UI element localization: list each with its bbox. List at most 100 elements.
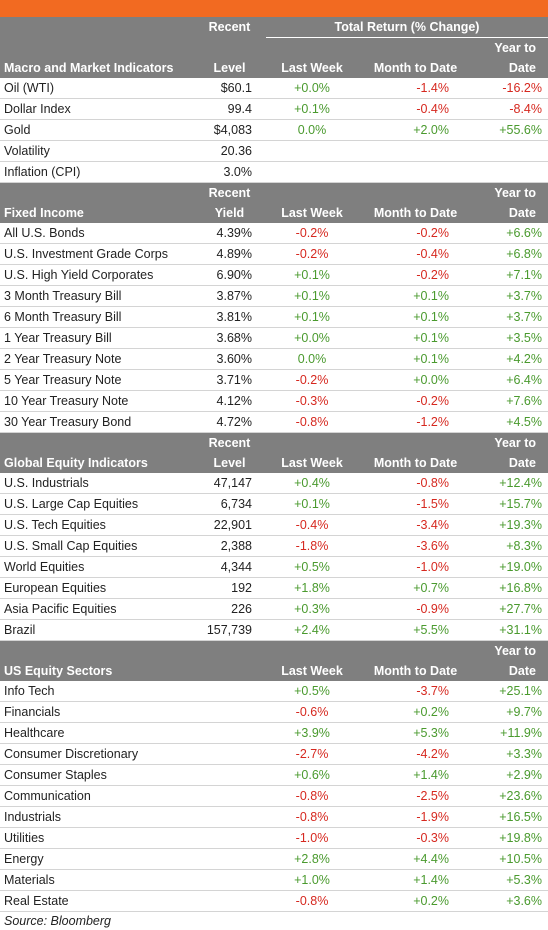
month-to-date-header: Month to Date xyxy=(358,203,473,223)
row-label: U.S. Small Cap Equities xyxy=(0,535,193,557)
row-last-week: -0.8% xyxy=(266,785,358,807)
row-last-week: -0.2% xyxy=(266,223,358,244)
row-level: 3.81% xyxy=(193,306,266,328)
row-month-to-date: -1.2% xyxy=(358,411,473,433)
row-level xyxy=(193,848,266,870)
row-month-to-date: +0.1% xyxy=(358,306,473,328)
section-header-row-2: Fixed Income Yield Last Week Month to Date D… xyxy=(0,203,548,223)
row-last-week: +0.1% xyxy=(266,306,358,328)
table-row: Dollar Index 99.4 +0.1% -0.4% -8.4% xyxy=(0,98,548,120)
table-row: Asia Pacific Equities 226 +0.3% -0.9% +27.7% xyxy=(0,598,548,620)
row-label: All U.S. Bonds xyxy=(0,223,193,244)
table-row: Utilities -1.0% -0.3% +19.8% xyxy=(0,827,548,849)
row-year-to-date: +15.7% xyxy=(473,493,548,515)
row-last-week: -0.6% xyxy=(266,701,358,723)
row-last-week: -0.2% xyxy=(266,243,358,265)
table-row: 1 Year Treasury Bill 3.68% +0.0% +0.1% +3.5% xyxy=(0,327,548,349)
row-last-week: 0.0% xyxy=(266,119,358,141)
header-spacer xyxy=(358,640,473,661)
row-month-to-date: +1.4% xyxy=(358,869,473,891)
row-level: 99.4 xyxy=(193,98,266,120)
row-year-to-date: +16.8% xyxy=(473,577,548,599)
row-level xyxy=(193,701,266,723)
header-spacer xyxy=(266,432,358,453)
row-level: 3.71% xyxy=(193,369,266,391)
row-year-to-date: +23.6% xyxy=(473,785,548,807)
table-row: U.S. Small Cap Equities 2,388 -1.8% -3.6% +8… xyxy=(0,535,548,557)
row-year-to-date: +9.7% xyxy=(473,701,548,723)
table-row: Consumer Staples +0.6% +1.4% +2.9% xyxy=(0,764,548,786)
section-header-row-2: Macro and Market Indicators Level Last Wee… xyxy=(0,58,548,78)
row-last-week: +0.3% xyxy=(266,598,358,620)
row-year-to-date: -16.2% xyxy=(473,78,548,99)
row-year-to-date: +3.7% xyxy=(473,285,548,307)
level-header-line-2: Level xyxy=(193,58,266,78)
section-header-row-2: US Equity Sectors Last Week Month to Date D… xyxy=(0,661,548,681)
market-returns-table: Recent Total Return (% Change) Year to Macr… xyxy=(0,17,548,912)
row-level: 6,734 xyxy=(193,493,266,515)
row-label: 10 Year Treasury Note xyxy=(0,390,193,412)
row-last-week: +2.8% xyxy=(266,848,358,870)
row-label: U.S. Large Cap Equities xyxy=(0,493,193,515)
row-level: 192 xyxy=(193,577,266,599)
row-level xyxy=(193,722,266,744)
row-year-to-date: +31.1% xyxy=(473,619,548,641)
row-label: World Equities xyxy=(0,556,193,578)
row-label: Brazil xyxy=(0,619,193,641)
table-row: Oil (WTI) $60.1 +0.0% -1.4% -16.2% xyxy=(0,78,548,99)
row-year-to-date: +6.6% xyxy=(473,223,548,244)
row-label: Gold xyxy=(0,119,193,141)
row-last-week: +0.6% xyxy=(266,764,358,786)
row-year-to-date: +6.4% xyxy=(473,369,548,391)
row-year-to-date: +7.1% xyxy=(473,264,548,286)
row-month-to-date: +0.0% xyxy=(358,369,473,391)
row-label: Volatility xyxy=(0,140,193,162)
row-level: 22,901 xyxy=(193,514,266,536)
row-month-to-date: -0.2% xyxy=(358,264,473,286)
total-return-header: Total Return (% Change) xyxy=(266,17,548,38)
row-level: 4.72% xyxy=(193,411,266,433)
row-month-to-date: -0.4% xyxy=(358,98,473,120)
level-header-line-1: Recent xyxy=(193,17,266,38)
table-row: U.S. High Yield Corporates 6.90% +0.1% -0.2… xyxy=(0,264,548,286)
ytd-header-line-2: Date xyxy=(473,203,548,223)
level-header-line-1 xyxy=(193,640,266,661)
row-last-week: -0.8% xyxy=(266,411,358,433)
row-label: Dollar Index xyxy=(0,98,193,120)
row-level xyxy=(193,764,266,786)
row-last-week: +1.0% xyxy=(266,869,358,891)
table-row: Communication -0.8% -2.5% +23.6% xyxy=(0,785,548,807)
row-month-to-date: +1.4% xyxy=(358,764,473,786)
row-label: 2 Year Treasury Note xyxy=(0,348,193,370)
row-label: Utilities xyxy=(0,827,193,849)
row-last-week: +0.0% xyxy=(266,78,358,99)
section-header-row-1: Recent Total Return (% Change) xyxy=(0,17,548,38)
row-level xyxy=(193,743,266,765)
table-row: Inflation (CPI) 3.0% xyxy=(0,161,548,183)
row-last-week xyxy=(266,140,358,162)
table-row: 6 Month Treasury Bill 3.81% +0.1% +0.1% +3.7… xyxy=(0,306,548,328)
table-row: U.S. Industrials 47,147 +0.4% -0.8% +12.4% xyxy=(0,473,548,494)
table-row: 2 Year Treasury Note 3.60% 0.0% +0.1% +4.2% xyxy=(0,348,548,370)
row-month-to-date: -1.5% xyxy=(358,493,473,515)
table-row: Brazil 157,739 +2.4% +5.5% +31.1% xyxy=(0,619,548,641)
header-spacer xyxy=(266,37,358,58)
row-year-to-date: +7.6% xyxy=(473,390,548,412)
table-row: U.S. Large Cap Equities 6,734 +0.1% -1.5% +1… xyxy=(0,493,548,515)
row-month-to-date: -0.9% xyxy=(358,598,473,620)
row-last-week: -0.4% xyxy=(266,514,358,536)
section-header-row-1: Recent Year to xyxy=(0,182,548,203)
header-spacer xyxy=(193,37,266,58)
row-level: 157,739 xyxy=(193,619,266,641)
header-spacer xyxy=(358,182,473,203)
row-level: 2,388 xyxy=(193,535,266,557)
row-level xyxy=(193,785,266,807)
row-level: 3.68% xyxy=(193,327,266,349)
section-header-spacer xyxy=(0,432,193,453)
row-last-week: +0.5% xyxy=(266,556,358,578)
row-year-to-date: +3.5% xyxy=(473,327,548,349)
orange-top-bar xyxy=(0,0,548,17)
row-year-to-date xyxy=(473,161,548,183)
section-header-row-1: Recent Year to xyxy=(0,432,548,453)
row-month-to-date: -4.2% xyxy=(358,743,473,765)
